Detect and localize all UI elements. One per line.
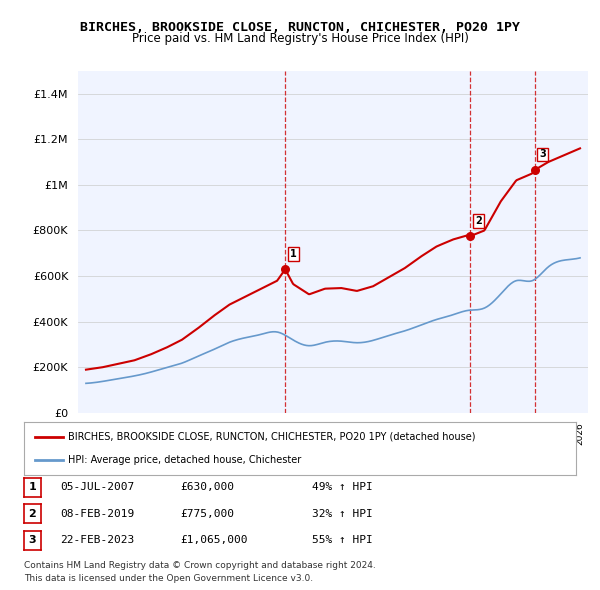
Text: 1: 1: [29, 483, 36, 492]
Text: Contains HM Land Registry data © Crown copyright and database right 2024.: Contains HM Land Registry data © Crown c…: [24, 561, 376, 570]
Text: 08-FEB-2019: 08-FEB-2019: [60, 509, 134, 519]
Point: [280, 264, 290, 274]
Text: Price paid vs. HM Land Registry's House Price Index (HPI): Price paid vs. HM Land Registry's House …: [131, 32, 469, 45]
Text: £630,000: £630,000: [180, 483, 234, 492]
Text: 32% ↑ HPI: 32% ↑ HPI: [312, 509, 373, 519]
Text: HPI: Average price, detached house, Chichester: HPI: Average price, detached house, Chic…: [68, 455, 301, 465]
Point: [465, 231, 475, 241]
Text: 2: 2: [29, 509, 36, 519]
Text: 3: 3: [29, 536, 36, 545]
Text: 22-FEB-2023: 22-FEB-2023: [60, 536, 134, 545]
Text: BIRCHES, BROOKSIDE CLOSE, RUNCTON, CHICHESTER, PO20 1PY: BIRCHES, BROOKSIDE CLOSE, RUNCTON, CHICH…: [80, 21, 520, 34]
Point: [530, 165, 539, 175]
Text: BIRCHES, BROOKSIDE CLOSE, RUNCTON, CHICHESTER, PO20 1PY (detached house): BIRCHES, BROOKSIDE CLOSE, RUNCTON, CHICH…: [68, 432, 476, 442]
Text: 1: 1: [290, 249, 297, 259]
Text: 3: 3: [539, 149, 546, 159]
Text: 05-JUL-2007: 05-JUL-2007: [60, 483, 134, 492]
Text: 2: 2: [475, 216, 482, 225]
Text: 49% ↑ HPI: 49% ↑ HPI: [312, 483, 373, 492]
Text: This data is licensed under the Open Government Licence v3.0.: This data is licensed under the Open Gov…: [24, 574, 313, 583]
Text: £1,065,000: £1,065,000: [180, 536, 248, 545]
Text: 55% ↑ HPI: 55% ↑ HPI: [312, 536, 373, 545]
Text: £775,000: £775,000: [180, 509, 234, 519]
